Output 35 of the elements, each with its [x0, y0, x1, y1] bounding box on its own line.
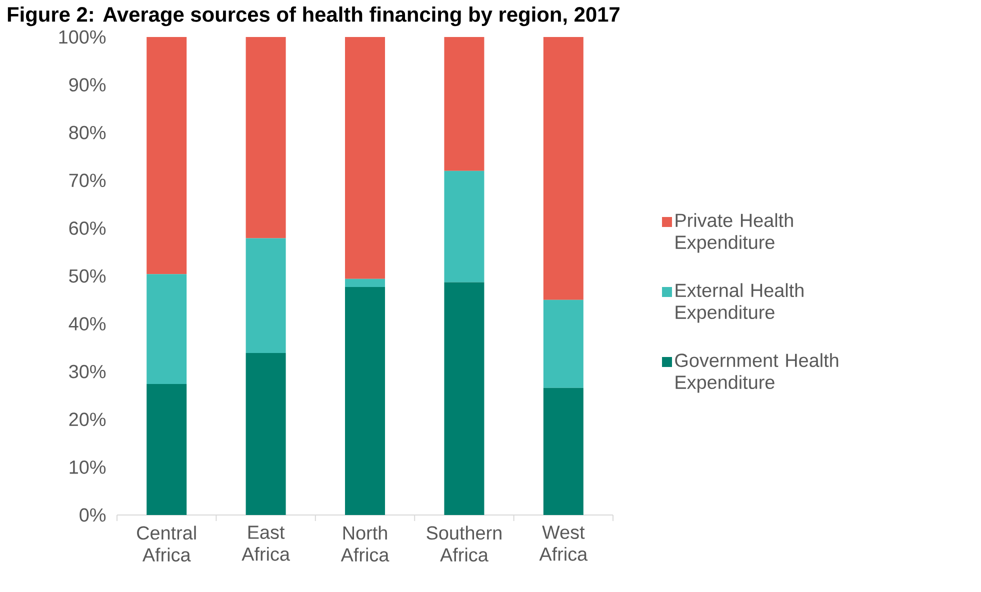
y-tick-label: 70%: [69, 174, 106, 188]
y-tick-label: 10%: [70, 460, 106, 474]
chart-title: Figure 2: Average sources of health financing by region, 2017: [8, 6, 620, 26]
y-tick-label: 80%: [69, 126, 106, 140]
bar: [146, 274, 187, 384]
x-tick-label: Central Africa: [137, 526, 196, 562]
bar: [345, 286, 386, 515]
bar: [345, 36, 386, 279]
bar: [543, 36, 584, 300]
bar: [444, 170, 484, 282]
bar: [444, 282, 484, 515]
bar: [444, 36, 484, 171]
bar: [146, 384, 187, 515]
y-tick-label: 90%: [69, 78, 106, 92]
bar: [543, 300, 584, 388]
x-tick-label: East Africa: [242, 526, 290, 561]
y-tick-label: 50%: [69, 269, 106, 283]
y-tick-label: 20%: [69, 412, 106, 426]
x-tick-label: North Africa: [340, 526, 390, 562]
legend-label: Private Health Expenditure: [676, 213, 793, 253]
bar: [246, 352, 286, 515]
y-tick-label: 0%: [80, 508, 106, 522]
y-tick-label: 30%: [69, 364, 106, 378]
legend-label: Government Health Expenditure: [675, 353, 838, 393]
x-tick-label: Southern Africa: [426, 526, 502, 562]
bar: [246, 238, 286, 353]
x-tick-label: West Africa: [539, 526, 588, 561]
bar: [246, 36, 286, 238]
bar: [543, 388, 584, 515]
y-tick-label: 60%: [69, 221, 106, 235]
bar: [345, 278, 386, 287]
y-tick-label: 40%: [68, 317, 106, 330]
legend-label: External Health Expenditure: [676, 283, 804, 323]
y-tick-label: 100%: [59, 30, 106, 44]
bar: [146, 36, 187, 274]
